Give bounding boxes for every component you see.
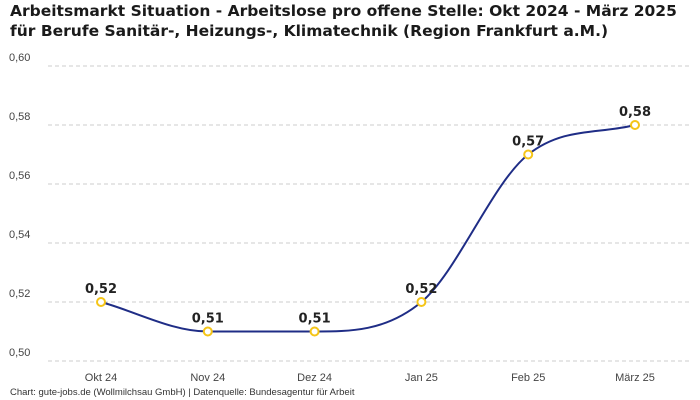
data-label: 0,52 (405, 282, 437, 297)
gridlines (48, 65, 690, 362)
series-line-group (100, 124, 636, 333)
data-point (202, 326, 213, 337)
data-label: 0,51 (192, 312, 224, 327)
y-tick-label: 0,60 (9, 52, 30, 64)
x-tick-label: Okt 24 (85, 372, 117, 384)
y-tick-label: 0,52 (9, 288, 30, 300)
data-point (309, 326, 320, 337)
data-point (416, 297, 427, 307)
data-label: 0,58 (619, 105, 651, 120)
y-tick-label: 0,58 (9, 111, 30, 123)
y-tick-label: 0,56 (9, 170, 30, 182)
x-tick-label: März 25 (615, 372, 655, 384)
chart-title: Arbeitsmarkt Situation - Arbeitslose pro… (10, 2, 677, 40)
y-tick-label: 0,50 (9, 347, 30, 359)
x-tick-label: Nov 24 (190, 372, 225, 384)
x-axis-ticks: Okt 24 Nov 24 Dez 24 Jan 25 Feb 25 März 25 (85, 372, 655, 384)
data-point (96, 297, 106, 307)
x-tick-label: Jan 25 (405, 372, 438, 384)
data-point (630, 120, 640, 130)
y-tick-label: 0,54 (9, 229, 30, 241)
y-axis-ticks: 0,50 0,52 0,54 0,56 0,58 0,60 (9, 52, 30, 359)
chart-source-footer: Chart: gute-jobs.de (Wollmilchsau GmbH) … (10, 387, 355, 398)
data-label: 0,57 (512, 135, 544, 150)
data-points (96, 120, 640, 337)
data-label: 0,52 (85, 282, 117, 297)
data-label: 0,51 (299, 312, 331, 327)
data-point (523, 149, 534, 160)
series-line (100, 124, 636, 333)
x-tick-label: Dez 24 (297, 372, 332, 384)
data-labels: 0,52 0,51 0,51 0,52 0,57 0,58 (85, 105, 651, 327)
x-tick-label: Feb 25 (511, 372, 545, 384)
